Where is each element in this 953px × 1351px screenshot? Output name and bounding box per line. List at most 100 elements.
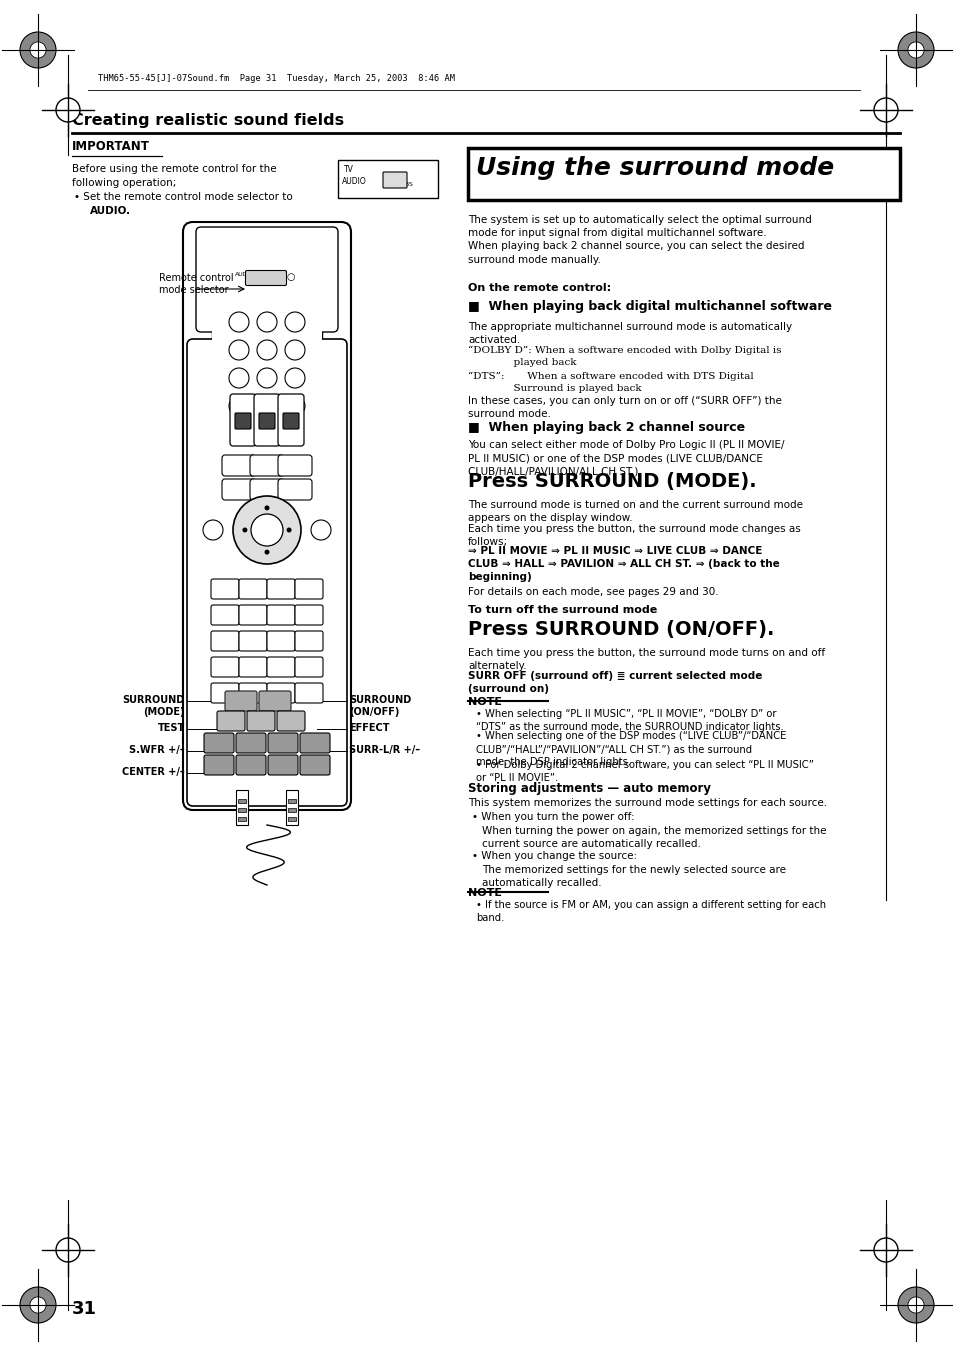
- FancyBboxPatch shape: [235, 734, 266, 753]
- Bar: [468, 149, 899, 200]
- Circle shape: [56, 99, 80, 122]
- FancyBboxPatch shape: [222, 480, 255, 500]
- FancyBboxPatch shape: [225, 690, 256, 711]
- Text: Creating realistic sound fields: Creating realistic sound fields: [71, 113, 344, 128]
- Text: In these cases, you can only turn on or off (“SURR OFF”) the
surround mode.: In these cases, you can only turn on or …: [468, 396, 781, 419]
- FancyBboxPatch shape: [222, 455, 255, 476]
- Text: EFFECT: EFFECT: [349, 723, 389, 734]
- FancyBboxPatch shape: [247, 711, 274, 731]
- Text: AUDIO: AUDIO: [341, 177, 366, 186]
- Text: ⇒ PL II MOVIE ⇒ PL II MUSIC ⇒ LIVE CLUB ⇒ DANCE
CLUB ⇒ HALL ⇒ PAVILION ⇒ ALL CH : ⇒ PL II MOVIE ⇒ PL II MUSIC ⇒ LIVE CLUB …: [468, 546, 779, 582]
- Text: AUDIO.: AUDIO.: [90, 205, 131, 216]
- Circle shape: [285, 367, 305, 388]
- Circle shape: [286, 527, 292, 532]
- Circle shape: [203, 520, 223, 540]
- Bar: [288, 798, 295, 802]
- FancyBboxPatch shape: [267, 605, 294, 626]
- Circle shape: [897, 1288, 933, 1323]
- Text: Before using the remote control for the: Before using the remote control for the: [71, 163, 276, 174]
- Circle shape: [20, 1288, 56, 1323]
- Text: mode selector: mode selector: [159, 285, 229, 295]
- Circle shape: [264, 505, 269, 511]
- FancyBboxPatch shape: [294, 580, 323, 598]
- Text: • If the source is FM or AM, you can assign a different setting for each
band.: • If the source is FM or AM, you can ass…: [476, 900, 825, 923]
- FancyBboxPatch shape: [239, 580, 267, 598]
- Text: “DTS”:       When a software encoded with DTS Digital
              Surround is : “DTS”: When a software encoded with DTS …: [468, 372, 753, 393]
- Circle shape: [285, 340, 305, 359]
- Text: following operation;: following operation;: [71, 178, 176, 188]
- Bar: [337, 159, 437, 199]
- Bar: [237, 808, 246, 812]
- FancyBboxPatch shape: [235, 755, 266, 775]
- Circle shape: [229, 340, 249, 359]
- Circle shape: [285, 396, 305, 416]
- FancyBboxPatch shape: [239, 605, 267, 626]
- Text: SURROUND
(MODE): SURROUND (MODE): [123, 694, 185, 716]
- Text: SURR OFF (surround off) ≣ current selected mode
(surround on): SURR OFF (surround off) ≣ current select…: [468, 671, 761, 694]
- FancyBboxPatch shape: [239, 684, 267, 703]
- FancyBboxPatch shape: [268, 734, 297, 753]
- FancyBboxPatch shape: [267, 657, 294, 677]
- Text: Remote control: Remote control: [159, 273, 233, 282]
- FancyBboxPatch shape: [187, 339, 347, 807]
- Circle shape: [907, 1297, 923, 1313]
- Circle shape: [251, 513, 283, 546]
- Text: CENTER +/–: CENTER +/–: [122, 767, 185, 777]
- Bar: [237, 798, 246, 802]
- Circle shape: [256, 340, 276, 359]
- FancyBboxPatch shape: [276, 711, 305, 731]
- Text: Press SURROUND (MODE).: Press SURROUND (MODE).: [468, 471, 756, 490]
- FancyBboxPatch shape: [382, 172, 407, 188]
- Circle shape: [256, 312, 276, 332]
- Circle shape: [233, 496, 301, 563]
- Text: NOTE: NOTE: [468, 888, 501, 898]
- FancyBboxPatch shape: [211, 605, 239, 626]
- Circle shape: [242, 527, 247, 532]
- Text: TEST: TEST: [157, 723, 185, 734]
- Text: NOTE: NOTE: [468, 697, 501, 707]
- Bar: [288, 817, 295, 821]
- Circle shape: [285, 312, 305, 332]
- FancyBboxPatch shape: [239, 657, 267, 677]
- FancyBboxPatch shape: [283, 413, 298, 430]
- FancyBboxPatch shape: [195, 227, 337, 332]
- FancyBboxPatch shape: [267, 684, 294, 703]
- Text: THM65-55-45[J]-07Sound.fm  Page 31  Tuesday, March 25, 2003  8:46 AM: THM65-55-45[J]-07Sound.fm Page 31 Tuesda…: [98, 74, 455, 82]
- Text: 31: 31: [71, 1300, 97, 1319]
- Text: • When you change the source:: • When you change the source:: [472, 851, 637, 861]
- Circle shape: [229, 367, 249, 388]
- Text: Using the surround mode: Using the surround mode: [476, 155, 833, 180]
- FancyBboxPatch shape: [277, 455, 312, 476]
- FancyBboxPatch shape: [250, 480, 284, 500]
- Text: • When you turn the power off:: • When you turn the power off:: [472, 812, 634, 821]
- Text: MODE: MODE: [233, 703, 251, 707]
- FancyBboxPatch shape: [253, 394, 280, 446]
- Text: VCR/DBS: VCR/DBS: [386, 182, 414, 186]
- Text: Each time you press the button, the surround mode turns on and off
alternately.: Each time you press the button, the surr…: [468, 648, 824, 671]
- FancyBboxPatch shape: [267, 631, 294, 651]
- Text: • When selecting one of the DSP modes (“LIVE CLUB”/“DANCE
CLUB”/“HALL”/“PAVILION: • When selecting one of the DSP modes (“…: [476, 731, 785, 767]
- Circle shape: [897, 32, 933, 68]
- Circle shape: [873, 99, 897, 122]
- Circle shape: [873, 1238, 897, 1262]
- Circle shape: [30, 1297, 46, 1313]
- FancyBboxPatch shape: [268, 755, 297, 775]
- Text: IMPORTANT: IMPORTANT: [71, 141, 150, 153]
- Text: ■  When playing back 2 channel source: ■ When playing back 2 channel source: [468, 422, 744, 434]
- Text: You can select either mode of Dolby Pro Logic II (PL II MOVIE/
PL II MUSIC) or o: You can select either mode of Dolby Pro …: [468, 440, 783, 477]
- Text: ○: ○: [287, 272, 295, 282]
- Bar: [235, 790, 248, 825]
- FancyBboxPatch shape: [211, 684, 239, 703]
- FancyBboxPatch shape: [294, 605, 323, 626]
- Text: SURROUND
(ON/OFF): SURROUND (ON/OFF): [349, 694, 411, 716]
- FancyBboxPatch shape: [239, 631, 267, 651]
- Text: • For Dolby Digital 2 channel software, you can select “PL II MUSIC”
or “PL II M: • For Dolby Digital 2 channel software, …: [476, 761, 813, 784]
- FancyBboxPatch shape: [211, 631, 239, 651]
- Text: AUDIO: AUDIO: [234, 272, 255, 277]
- FancyBboxPatch shape: [216, 711, 245, 731]
- Text: • When selecting “PL II MUSIC”, “PL II MOVIE”, “DOLBY D” or
“DTS” as the surroun: • When selecting “PL II MUSIC”, “PL II M…: [476, 709, 783, 732]
- Text: On the remote control:: On the remote control:: [468, 282, 611, 293]
- FancyBboxPatch shape: [204, 755, 233, 775]
- Text: • Set the remote control mode selector to: • Set the remote control mode selector t…: [74, 192, 293, 203]
- Text: SURR: SURR: [267, 703, 282, 707]
